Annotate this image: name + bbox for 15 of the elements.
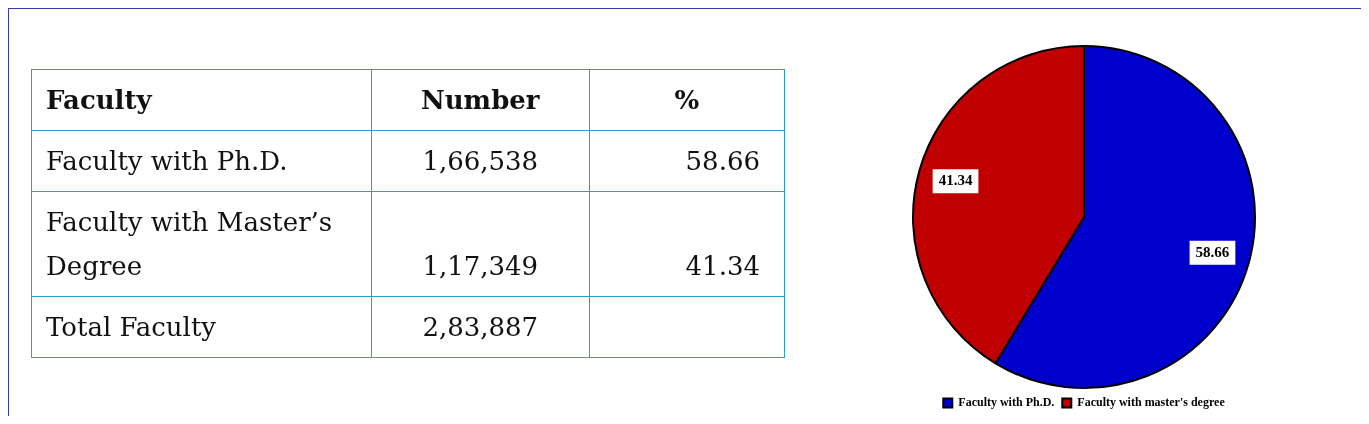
data-label: 1,66,538	[371, 130, 590, 192]
text: %	[589, 69, 785, 131]
data-label: 58.66	[1195, 243, 1230, 260]
data-label: 41.34	[938, 172, 973, 189]
legend-label: Faculty with master's degree	[1077, 395, 1226, 410]
category-label: Faculty with Master’s Degree	[31, 191, 372, 297]
category-label: Faculty with Ph.D.	[31, 130, 372, 192]
data-label: 1,17,349	[371, 191, 590, 297]
data-label: 41.34	[589, 191, 785, 297]
legend-label: Faculty with Ph.D.	[958, 395, 1055, 410]
text: Faculty	[31, 69, 372, 131]
data-label: 2,83,887	[371, 296, 590, 358]
data-label: 58.66	[589, 130, 785, 192]
text: Number	[371, 69, 590, 131]
category-label: Total Faculty	[31, 296, 372, 358]
